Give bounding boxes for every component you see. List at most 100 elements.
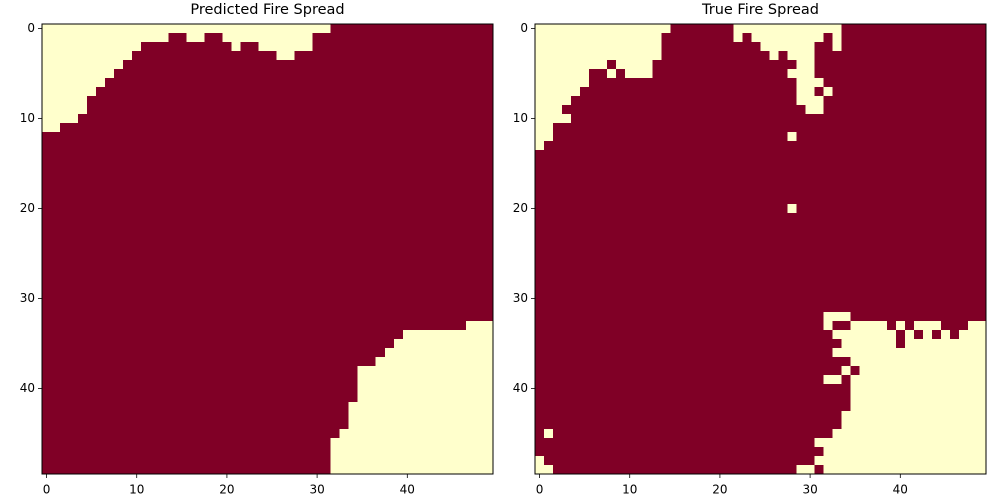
cell xyxy=(204,141,213,150)
cell xyxy=(887,204,896,213)
cell xyxy=(742,393,751,402)
cell xyxy=(553,159,562,168)
cell xyxy=(186,339,195,348)
cell xyxy=(598,267,607,276)
cell xyxy=(706,96,715,105)
cell xyxy=(887,384,896,393)
cell xyxy=(385,375,394,384)
cell xyxy=(331,303,340,312)
cell xyxy=(249,42,258,51)
cell xyxy=(860,348,869,357)
cell xyxy=(484,366,493,375)
cell xyxy=(195,177,204,186)
cell xyxy=(914,240,923,249)
cell xyxy=(78,276,87,285)
cell xyxy=(724,285,733,294)
cell xyxy=(878,222,887,231)
cell xyxy=(751,366,760,375)
cell xyxy=(697,177,706,186)
cell xyxy=(815,393,824,402)
cell xyxy=(69,357,78,366)
cell xyxy=(349,465,358,474)
cell xyxy=(213,420,222,429)
cell xyxy=(544,285,553,294)
cell xyxy=(580,348,589,357)
cell xyxy=(842,420,851,429)
cell xyxy=(213,204,222,213)
cell xyxy=(715,114,724,123)
cell xyxy=(589,465,598,474)
cell xyxy=(715,51,724,60)
cell xyxy=(806,33,815,42)
cell xyxy=(589,168,598,177)
cell xyxy=(367,141,376,150)
cell xyxy=(815,402,824,411)
cell xyxy=(706,276,715,285)
cell xyxy=(742,375,751,384)
cell xyxy=(150,231,159,240)
cell xyxy=(277,321,286,330)
cell xyxy=(905,258,914,267)
cell xyxy=(697,438,706,447)
cell xyxy=(231,357,240,366)
cell xyxy=(580,141,589,150)
cell xyxy=(842,213,851,222)
cell xyxy=(286,420,295,429)
cell xyxy=(797,114,806,123)
cell xyxy=(968,294,977,303)
cell xyxy=(60,402,69,411)
cell xyxy=(968,222,977,231)
cell xyxy=(222,258,231,267)
cell xyxy=(240,96,249,105)
cell xyxy=(589,141,598,150)
cell xyxy=(231,60,240,69)
cell xyxy=(268,330,277,339)
cell xyxy=(742,456,751,465)
cell xyxy=(222,330,231,339)
cell xyxy=(770,222,779,231)
cell xyxy=(358,366,367,375)
cell xyxy=(571,276,580,285)
cell xyxy=(661,204,670,213)
cell xyxy=(277,267,286,276)
cell xyxy=(78,141,87,150)
cell xyxy=(815,312,824,321)
cell xyxy=(231,159,240,168)
cell xyxy=(213,96,222,105)
cell xyxy=(457,96,466,105)
cell xyxy=(589,78,598,87)
cell xyxy=(706,69,715,78)
cell xyxy=(421,42,430,51)
cell xyxy=(959,285,968,294)
cell xyxy=(679,348,688,357)
cell xyxy=(268,465,277,474)
cell xyxy=(842,231,851,240)
cell xyxy=(869,303,878,312)
cell xyxy=(824,321,833,330)
cell xyxy=(562,78,571,87)
cell xyxy=(625,51,634,60)
cell xyxy=(448,51,457,60)
cell xyxy=(114,42,123,51)
cell xyxy=(439,150,448,159)
cell xyxy=(770,204,779,213)
cell xyxy=(959,438,968,447)
cell xyxy=(105,51,114,60)
cell xyxy=(123,195,132,204)
cell xyxy=(78,177,87,186)
cell xyxy=(679,240,688,249)
cell xyxy=(466,195,475,204)
cell xyxy=(421,231,430,240)
cell xyxy=(941,96,950,105)
cell xyxy=(240,222,249,231)
cell xyxy=(860,60,869,69)
cell xyxy=(598,42,607,51)
cell xyxy=(331,339,340,348)
cell xyxy=(562,330,571,339)
cell xyxy=(977,420,986,429)
cell xyxy=(475,132,484,141)
cell xyxy=(277,366,286,375)
cell xyxy=(616,447,625,456)
cell xyxy=(277,213,286,222)
